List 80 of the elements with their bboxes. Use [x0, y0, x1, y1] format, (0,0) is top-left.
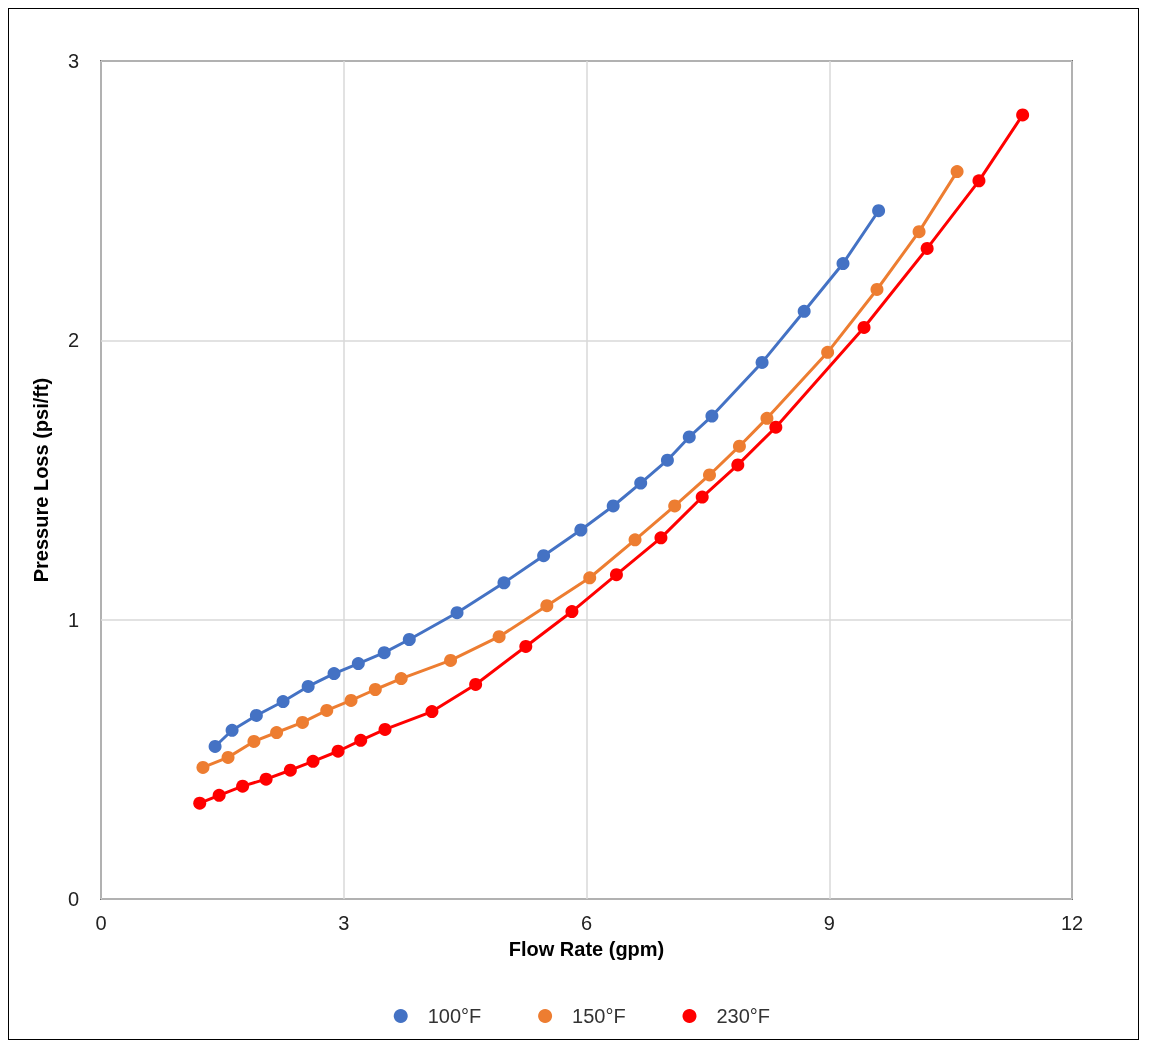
- point: [769, 420, 783, 434]
- point: [236, 779, 250, 793]
- point: [634, 476, 648, 490]
- point: [331, 744, 345, 758]
- point: [247, 734, 261, 748]
- x-tick-label: 12: [1060, 912, 1084, 934]
- point: [574, 523, 588, 537]
- point: [492, 630, 506, 644]
- point: [450, 606, 464, 620]
- point: [283, 763, 297, 777]
- point: [668, 499, 682, 513]
- point: [193, 796, 207, 810]
- point: [540, 599, 554, 613]
- point: [196, 760, 210, 774]
- point: [377, 646, 391, 660]
- y-tick-label: 3: [67, 50, 79, 72]
- point: [583, 571, 597, 585]
- point: [703, 468, 716, 482]
- point: [221, 750, 235, 764]
- point: [628, 533, 642, 547]
- point: [755, 355, 769, 369]
- y-tick-label: 1: [67, 608, 79, 631]
- point: [276, 695, 290, 709]
- point: [870, 283, 884, 296]
- point: [731, 458, 745, 472]
- point: [972, 174, 986, 188]
- point: [425, 705, 439, 719]
- point: [296, 715, 309, 729]
- x-tick-label: 0: [95, 912, 107, 934]
- y-axis-title: Pressure Loss (psi/ft): [30, 377, 52, 583]
- point: [368, 683, 382, 696]
- point: [519, 639, 533, 653]
- point: [212, 788, 226, 802]
- point: [378, 722, 392, 736]
- point: [609, 568, 623, 582]
- point: [301, 679, 315, 693]
- point: [497, 576, 511, 590]
- point: [950, 165, 964, 179]
- y-tick-label: 2: [67, 329, 79, 352]
- point: [797, 304, 811, 318]
- point: [565, 605, 579, 619]
- point: [836, 257, 850, 271]
- x-tick-label: 6: [580, 912, 593, 934]
- point: [306, 754, 320, 768]
- point: [469, 677, 483, 691]
- point: [402, 633, 416, 646]
- point: [354, 733, 368, 747]
- point: [1016, 108, 1030, 122]
- point: [920, 241, 934, 255]
- point: [225, 723, 239, 737]
- point: [682, 430, 696, 444]
- point: [344, 693, 358, 707]
- x-tick-label: 9: [823, 912, 835, 934]
- point: [760, 411, 774, 425]
- legend-label: 100°F: [427, 1005, 482, 1027]
- point: [327, 667, 341, 681]
- point: [606, 499, 620, 513]
- point: [654, 531, 668, 545]
- point: [259, 772, 273, 786]
- legend-label: 150°F: [572, 1005, 626, 1027]
- point: [394, 672, 408, 686]
- x-tick-label: 3: [338, 912, 350, 934]
- point: [660, 453, 674, 467]
- point: [872, 204, 886, 218]
- point: [320, 703, 334, 717]
- point: [821, 345, 835, 359]
- point: [912, 225, 926, 239]
- point: [444, 653, 458, 667]
- point: [351, 657, 365, 671]
- point: [695, 490, 709, 504]
- point: [732, 439, 746, 453]
- point: [857, 320, 871, 334]
- x-axis-title: Flow Rate (gpm): [508, 938, 665, 960]
- point: [208, 739, 222, 753]
- point: [705, 409, 719, 423]
- point: [270, 726, 284, 740]
- y-tick-label: 0: [67, 888, 79, 910]
- legend-label: 230°F: [716, 1005, 771, 1027]
- point: [249, 708, 263, 722]
- point: [537, 549, 551, 563]
